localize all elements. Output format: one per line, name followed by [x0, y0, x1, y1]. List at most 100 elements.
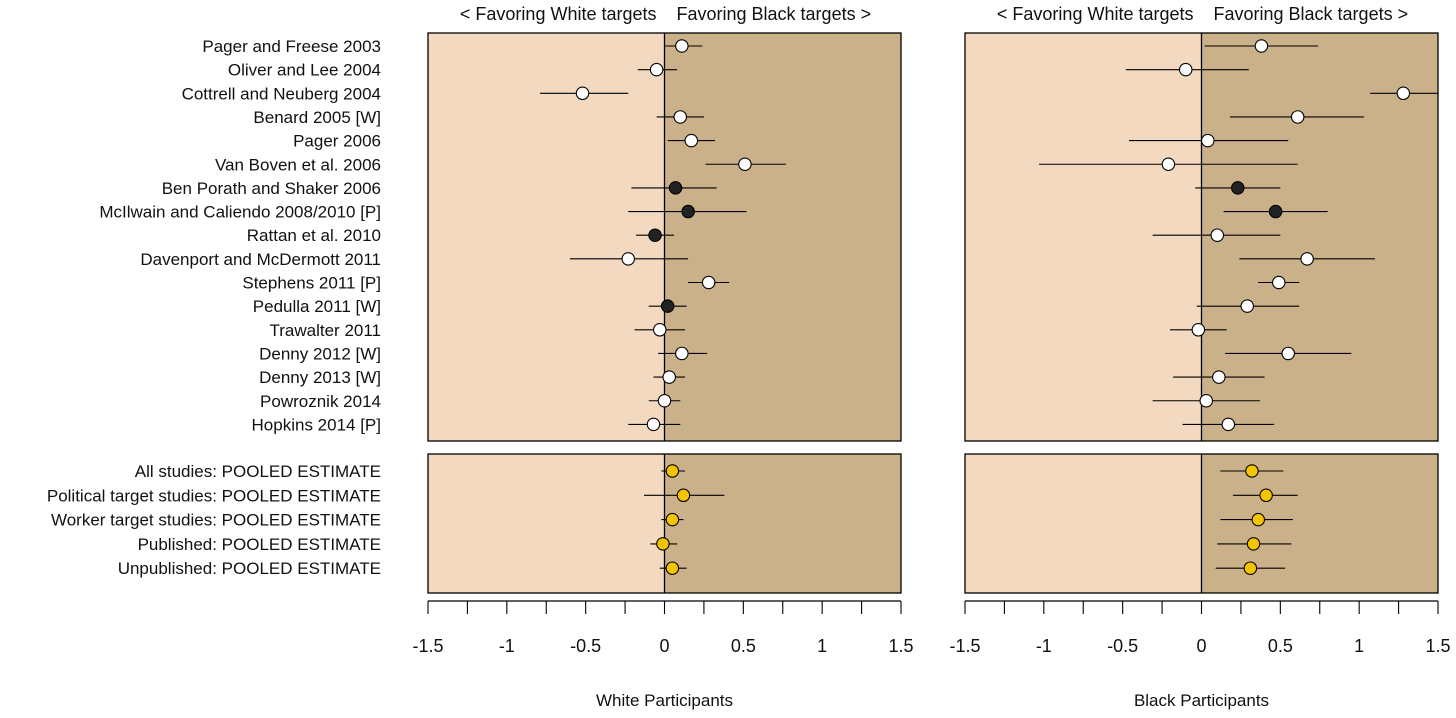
study-label: Ben Porath and Shaker 2006 — [162, 179, 381, 198]
study-point — [1199, 393, 1213, 408]
pooled-point — [665, 512, 680, 527]
x-tick-label: -0.5 — [1107, 636, 1138, 656]
x-tick-label: 0.5 — [731, 636, 756, 656]
favor-white-region — [965, 33, 1202, 441]
favor-black-region — [664, 33, 901, 441]
study-point — [653, 323, 667, 337]
study-label: Pager 2006 — [293, 132, 381, 151]
study-point — [648, 228, 662, 242]
study-point — [1254, 39, 1269, 53]
study-label: Rattan et al. 2010 — [247, 226, 381, 245]
favor-black-region-pooled — [1201, 454, 1438, 593]
pooled-point — [656, 537, 670, 551]
study-point — [1191, 323, 1206, 337]
study-label: Davenport and McDermott 2011 — [140, 250, 381, 269]
study-point — [668, 181, 683, 195]
study-point — [675, 39, 689, 53]
favor-black-header: Favoring Black targets > — [677, 4, 872, 24]
study-point — [1212, 370, 1226, 384]
study-point — [684, 133, 699, 148]
favor-white-region — [428, 33, 665, 441]
pooled-label: Worker target studies: POOLED ESTIMATE — [51, 511, 381, 530]
study-label: Powroznik 2014 — [260, 392, 381, 411]
favor-white-header: < Favoring White targets — [997, 4, 1194, 24]
study-label: Pager and Freese 2003 — [202, 37, 381, 56]
study-point — [1268, 204, 1283, 219]
study-label: Stephens 2011 [P] — [242, 274, 381, 293]
pooled-point — [1246, 537, 1261, 551]
x-tick-label: -1 — [1036, 636, 1052, 656]
study-point — [646, 417, 661, 432]
study-point — [1178, 62, 1193, 77]
panel-frame — [964, 32, 1439, 442]
study-point — [1281, 346, 1295, 361]
pooled-point — [676, 488, 691, 503]
x-tick-label: 0.5 — [1268, 636, 1293, 656]
study-point — [657, 393, 672, 408]
study-point — [1221, 417, 1236, 432]
x-tick-label: 1 — [1354, 636, 1364, 656]
x-tick-label: 0 — [659, 636, 669, 656]
study-point — [675, 346, 689, 361]
study-point — [575, 86, 590, 101]
favor-black-region-pooled — [664, 454, 901, 593]
x-tick-label: 1.5 — [888, 636, 913, 656]
favor-white-region-pooled — [428, 454, 665, 593]
panel-xlabel: Black Participants — [1134, 691, 1269, 710]
study-point — [1300, 252, 1314, 266]
study-point — [1201, 133, 1215, 148]
study-point — [1290, 110, 1305, 124]
favor-white-region-pooled — [965, 454, 1202, 593]
pooled-label: Unpublished: POOLED ESTIMATE — [118, 559, 381, 578]
study-point — [660, 299, 675, 313]
study-point — [738, 157, 752, 172]
study-point — [681, 204, 695, 219]
study-label: Denny 2013 [W] — [259, 368, 381, 387]
study-point — [1231, 181, 1245, 195]
study-point — [1161, 157, 1176, 172]
study-label: Oliver and Lee 2004 — [228, 61, 381, 80]
x-tick-label: -1 — [499, 636, 515, 656]
study-point — [1272, 275, 1286, 290]
study-label: Cottrell and Neuberg 2004 — [182, 84, 381, 103]
study-label: McIlwain and Caliendo 2008/2010 [P] — [99, 203, 381, 222]
study-point — [662, 370, 676, 384]
x-tick-label: -0.5 — [570, 636, 601, 656]
study-label: Pedulla 2011 [W] — [253, 297, 381, 316]
study-point — [1210, 228, 1225, 242]
pooled-point — [1251, 512, 1266, 527]
pooled-label: Political target studies: POOLED ESTIMAT… — [47, 486, 381, 505]
favor-white-header: < Favoring White targets — [460, 4, 657, 24]
study-point — [1240, 299, 1254, 313]
favor-black-region — [1201, 33, 1438, 441]
pooled-point — [1243, 561, 1258, 575]
x-tick-label: 1.5 — [1425, 636, 1450, 656]
x-tick-label: 1 — [817, 636, 827, 656]
study-point — [649, 62, 664, 77]
x-tick-label: 0 — [1196, 636, 1206, 656]
pooled-point — [665, 561, 680, 575]
study-label: Trawalter 2011 — [270, 321, 382, 340]
pooled-label: All studies: POOLED ESTIMATE — [135, 462, 381, 481]
study-labels: Pager and Freese 2003 Oliver and Lee 2004… — [47, 37, 381, 578]
panel-xlabel: White Participants — [596, 691, 733, 710]
study-label: Benard 2005 [W] — [253, 108, 381, 127]
study-label: Van Boven et al. 2006 — [215, 155, 381, 174]
panel-frame — [427, 453, 902, 594]
pooled-label: Published: POOLED ESTIMATE — [138, 535, 381, 554]
study-point — [673, 110, 688, 124]
panel-frame — [427, 32, 902, 442]
study-label: Hopkins 2014 [P] — [252, 415, 381, 434]
study-point — [701, 275, 716, 290]
x-tick-label: -1.5 — [949, 636, 980, 656]
x-tick-label: -1.5 — [412, 636, 443, 656]
panel-frame — [964, 453, 1439, 594]
pooled-point — [665, 464, 680, 478]
study-label: Denny 2012 [W] — [259, 344, 381, 363]
pooled-point — [1245, 464, 1259, 478]
panel-black-participants: < Favoring White targets Favoring Black t… — [949, 4, 1450, 710]
study-point — [621, 252, 635, 266]
pooled-point — [1259, 488, 1273, 503]
favor-black-header: Favoring Black targets > — [1214, 4, 1409, 24]
